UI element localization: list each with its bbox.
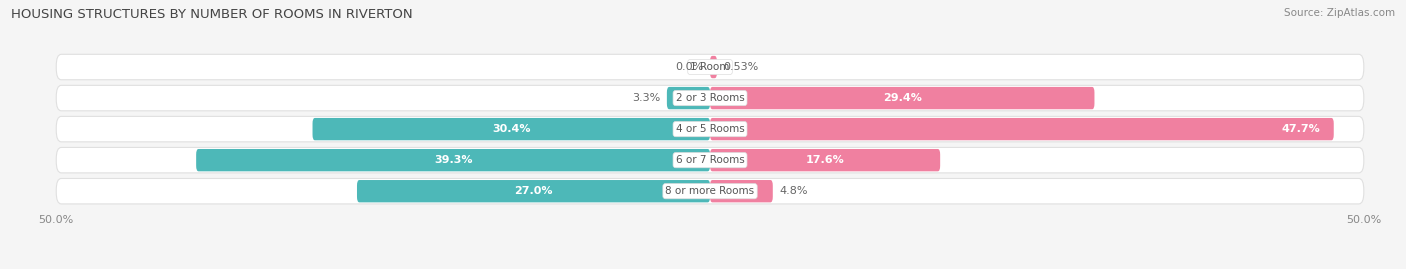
FancyBboxPatch shape [710, 56, 717, 78]
Text: 27.0%: 27.0% [515, 186, 553, 196]
FancyBboxPatch shape [710, 118, 1334, 140]
Text: 4 or 5 Rooms: 4 or 5 Rooms [676, 124, 744, 134]
Text: 17.6%: 17.6% [806, 155, 845, 165]
Text: 29.4%: 29.4% [883, 93, 922, 103]
FancyBboxPatch shape [710, 180, 773, 202]
Text: 3.3%: 3.3% [633, 93, 661, 103]
Text: 4.8%: 4.8% [779, 186, 808, 196]
FancyBboxPatch shape [312, 118, 710, 140]
FancyBboxPatch shape [357, 180, 710, 202]
FancyBboxPatch shape [666, 87, 710, 109]
Text: HOUSING STRUCTURES BY NUMBER OF ROOMS IN RIVERTON: HOUSING STRUCTURES BY NUMBER OF ROOMS IN… [11, 8, 413, 21]
FancyBboxPatch shape [56, 147, 1364, 173]
FancyBboxPatch shape [197, 149, 710, 171]
Text: 0.0%: 0.0% [675, 62, 703, 72]
FancyBboxPatch shape [56, 54, 1364, 80]
FancyBboxPatch shape [56, 178, 1364, 204]
FancyBboxPatch shape [710, 87, 1094, 109]
Text: 30.4%: 30.4% [492, 124, 530, 134]
Text: Source: ZipAtlas.com: Source: ZipAtlas.com [1284, 8, 1395, 18]
Text: 2 or 3 Rooms: 2 or 3 Rooms [676, 93, 744, 103]
FancyBboxPatch shape [56, 116, 1364, 142]
Text: 8 or more Rooms: 8 or more Rooms [665, 186, 755, 196]
Text: 39.3%: 39.3% [434, 155, 472, 165]
Text: 1 Room: 1 Room [690, 62, 730, 72]
Text: 47.7%: 47.7% [1282, 124, 1320, 134]
FancyBboxPatch shape [56, 85, 1364, 111]
Text: 0.53%: 0.53% [724, 62, 759, 72]
FancyBboxPatch shape [710, 149, 941, 171]
Text: 6 or 7 Rooms: 6 or 7 Rooms [676, 155, 744, 165]
